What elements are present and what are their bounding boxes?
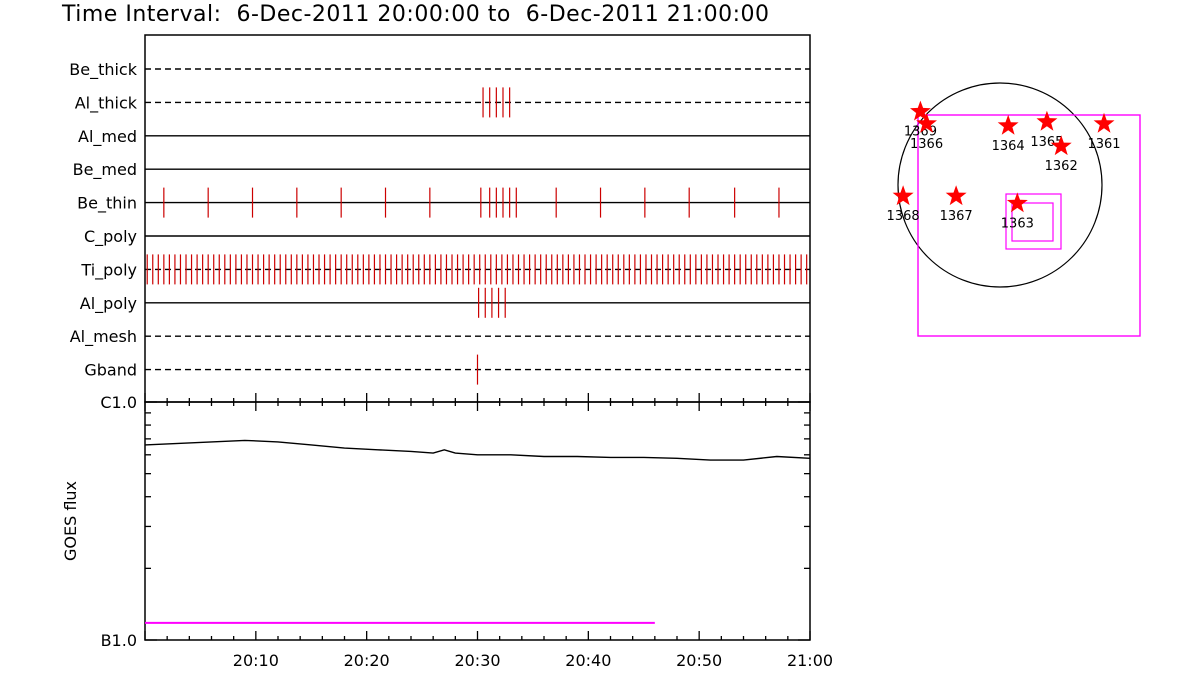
region-label: 1364 xyxy=(992,139,1025,154)
region-label: 1361 xyxy=(1087,137,1120,152)
x-tick-label: 20:30 xyxy=(454,651,500,670)
events-frame xyxy=(144,34,811,403)
fov-box-small xyxy=(1011,202,1054,242)
region-star xyxy=(997,114,1019,135)
chart-title: Time Interval: 6-Dec-2011 20:00:00 to 6-… xyxy=(62,2,770,27)
solar-disk xyxy=(897,82,1103,288)
row-label: Al_med xyxy=(78,127,137,147)
y-axis-label: GOES flux xyxy=(61,481,80,561)
x-tick-label: 20:40 xyxy=(565,651,611,670)
region-label: 1362 xyxy=(1045,159,1078,174)
row-label: Ti_poly xyxy=(80,260,137,280)
goes-flux-line xyxy=(144,439,811,461)
region-star xyxy=(1050,135,1072,156)
region-star xyxy=(892,185,914,206)
region-star xyxy=(945,185,967,206)
x-tick-label: 20:10 xyxy=(233,651,279,670)
region-star xyxy=(1036,110,1058,131)
goes-frame xyxy=(144,401,811,641)
region-label: 1366 xyxy=(910,137,943,152)
row-label: Gband xyxy=(84,361,137,380)
x-tick-label: 21:00 xyxy=(787,651,833,670)
region-star xyxy=(1006,192,1028,213)
region-label: 1367 xyxy=(940,209,973,224)
region-label: 1363 xyxy=(1001,216,1034,231)
row-label: C_poly xyxy=(84,227,137,247)
row-label: Al_thick xyxy=(75,93,138,113)
row-label: Al_mesh xyxy=(70,327,137,347)
y-tick-label-bottom: B1.0 xyxy=(101,631,137,650)
row-label: Al_poly xyxy=(80,294,137,314)
region-label: 1368 xyxy=(887,209,920,224)
region-star xyxy=(916,112,937,133)
fov-box-large xyxy=(917,114,1141,337)
x-tick-label: 20:50 xyxy=(676,651,722,670)
row-label: Be_med xyxy=(73,160,137,180)
region-star xyxy=(1093,112,1115,133)
y-tick-label-top: C1.0 xyxy=(100,393,137,412)
goes-flux-panel: 20:10 20:20 20:30 20:40 20:50 21:00 C1.0 B1.0 GO… xyxy=(61,393,833,670)
event-timeline-panel: Be_thick Al_thick Al_med Be_med Be_thin C_pol… xyxy=(69,34,811,403)
region-star xyxy=(910,100,931,121)
x-tick-label: 20:20 xyxy=(344,651,390,670)
row-label: Be_thin xyxy=(77,194,137,214)
row-label: Be_thick xyxy=(69,60,137,80)
fov-box-medium xyxy=(1005,193,1062,250)
